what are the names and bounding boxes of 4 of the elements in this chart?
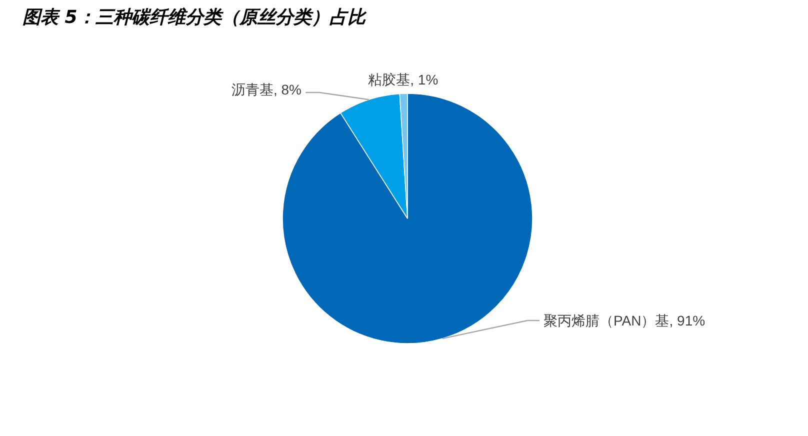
slice-label: 沥青基, 8%	[231, 82, 302, 98]
chart-title: 图表 5：三种碳纤维分类（原丝分类）占比	[22, 7, 368, 28]
slice-label: 聚丙烯腈（PAN）基, 91%	[544, 312, 706, 328]
slice-label: 粘胶基, 1%	[368, 72, 438, 88]
